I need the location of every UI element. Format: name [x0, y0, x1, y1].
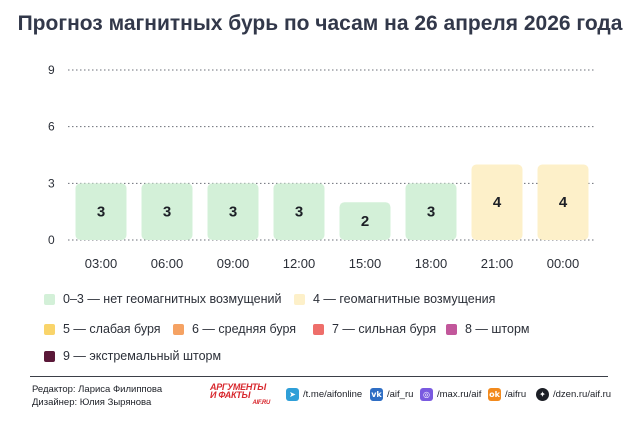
bar-value-label: 4	[493, 194, 502, 211]
social-text: /max.ru/aif	[437, 389, 482, 400]
legend-item: 8 — шторм	[446, 322, 530, 336]
legend-label: 4 — геомагнитные возмущения	[313, 292, 496, 306]
legend-label: 5 — слабая буря	[63, 322, 161, 336]
legend-swatch	[44, 323, 55, 335]
bar-value-label: 4	[559, 194, 568, 211]
social-text: /t.me/aifonline	[303, 389, 363, 400]
bar-value-label: 2	[361, 213, 369, 230]
social-text: /aif_ru	[387, 389, 414, 400]
x-tick-label: 09:00	[217, 256, 250, 271]
max-icon: ◎	[420, 388, 433, 401]
legend-item: 7 — сильная буря	[313, 322, 436, 336]
legend-label: 6 — средняя буря	[192, 322, 297, 336]
bar-value-label: 3	[295, 204, 303, 221]
legend-label: 9 — экстремальный шторм	[63, 349, 222, 363]
legend-label: 0–3 — нет геомагнитных возмущений	[63, 292, 282, 306]
x-tick-label: 03:00	[85, 256, 118, 271]
y-tick-label: 9	[48, 63, 55, 77]
legend-swatch	[313, 323, 324, 335]
bar	[339, 202, 391, 240]
legend-swatch	[173, 323, 184, 335]
vk-icon: vk	[370, 388, 383, 401]
legend-item: 0–3 — нет геомагнитных возмущений	[44, 292, 281, 306]
bar	[405, 183, 457, 240]
x-tick-label: 06:00	[151, 256, 184, 271]
social-link-dzen[interactable]: ✦ /dzen.ru/aif.ru	[536, 388, 611, 401]
logo-line-1: АРГУМЕНТЫ	[210, 382, 266, 392]
x-tick-label: 18:00	[415, 256, 448, 271]
telegram-icon: ➤	[286, 388, 299, 401]
bar	[273, 183, 325, 240]
bar-value-label: 3	[97, 204, 105, 221]
legend-swatch	[446, 323, 457, 335]
credits: Редактор: Лариса Филиппова Дизайнер: Юли…	[32, 383, 162, 409]
x-tick-label: 15:00	[349, 256, 382, 271]
social-link-max[interactable]: ◎ /max.ru/aif	[420, 388, 481, 401]
legend-label: 8 — шторм	[465, 322, 530, 336]
social-link-telegram[interactable]: ➤ /t.me/aifonline	[286, 388, 362, 401]
bar-chart: 0 3 6 9 3 03:00 3 06:00 3 09:00 3 12:00 2 15:00 3 18:00…	[48, 63, 596, 271]
dzen-icon: ✦	[536, 388, 549, 401]
social-text: /aifru	[505, 389, 527, 400]
legend-item: 6 — средняя буря	[173, 322, 296, 336]
bar	[471, 164, 523, 240]
legend-item: 9 — экстремальный шторм	[44, 349, 221, 363]
social-link-ok[interactable]: ok /aifru	[488, 388, 526, 401]
legend-label: 7 — сильная буря	[332, 322, 437, 336]
designer-credit: Дизайнер: Юлия Зырянова	[32, 397, 152, 408]
legend-swatch	[294, 293, 305, 305]
editor-credit: Редактор: Лариса Филиппова	[32, 384, 163, 395]
logo-line-2: И ФАКТЫ	[210, 390, 251, 400]
social-link-vk[interactable]: vk /aif_ru	[370, 388, 413, 401]
bar	[75, 183, 127, 240]
logo-site: AIF.RU	[252, 400, 270, 406]
bar	[537, 164, 589, 240]
legend-item: 4 — геомагнитные возмущения	[294, 292, 495, 306]
y-tick-label: 6	[48, 120, 55, 134]
chart-title: Прогноз магнитных бурь по часам на 26 ап…	[17, 12, 623, 35]
bar	[141, 183, 193, 240]
social-text: /dzen.ru/aif.ru	[553, 389, 612, 400]
legend-item: 5 — слабая буря	[44, 322, 161, 336]
footer-divider	[30, 376, 608, 377]
y-tick-label: 0	[48, 233, 55, 247]
ok-icon: ok	[488, 388, 501, 401]
legend-swatch	[44, 293, 55, 305]
aif-logo[interactable]: АРГУМЕНТЫ И ФАКТЫ AIF.RU	[210, 382, 278, 407]
x-tick-label: 21:00	[481, 256, 514, 271]
bar-value-label: 3	[427, 204, 435, 221]
legend-swatch	[44, 350, 55, 362]
y-tick-label: 3	[48, 176, 55, 190]
x-tick-label: 12:00	[283, 256, 316, 271]
bar-value-label: 3	[229, 204, 237, 221]
bar	[207, 183, 259, 240]
bar-value-label: 3	[163, 204, 171, 221]
x-tick-label: 00:00	[547, 256, 580, 271]
